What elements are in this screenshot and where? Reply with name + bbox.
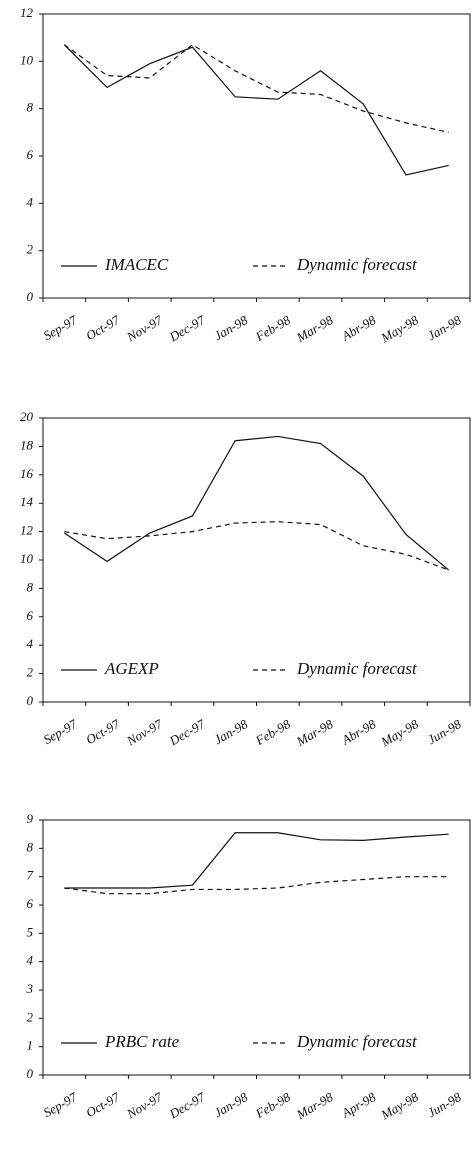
y-tick-label: 12 xyxy=(20,523,34,538)
y-tick-label: 8 xyxy=(27,100,34,115)
x-tick-label: Mar-98 xyxy=(293,312,336,345)
x-tick-label: Nov-97 xyxy=(123,716,165,749)
y-tick-label: 0 xyxy=(27,289,34,304)
y-tick-label: 6 xyxy=(27,608,34,623)
y-tick-label: 6 xyxy=(27,147,34,162)
legend-label: Dynamic forecast xyxy=(296,255,418,274)
legend-label: AGEXP xyxy=(104,659,159,678)
legend-label: IMACEC xyxy=(104,255,169,274)
x-tick-label: Jun-98 xyxy=(425,716,464,747)
x-tick-label: Jan-98 xyxy=(211,1089,250,1120)
x-tick-label: Nov-97 xyxy=(123,1089,165,1122)
x-tick-label: Sep-97 xyxy=(41,716,80,747)
x-tick-label: Feb-98 xyxy=(252,312,293,345)
x-tick-label: Feb-98 xyxy=(252,716,293,749)
y-tick-label: 6 xyxy=(27,896,34,911)
x-tick-label: Mar-98 xyxy=(293,1089,336,1122)
x-tick-label: Jan-98 xyxy=(211,716,250,747)
y-tick-label: 8 xyxy=(27,839,34,854)
x-tick-label: Sep-97 xyxy=(41,312,80,343)
y-tick-label: 2 xyxy=(27,242,34,257)
x-tick-label: Dec-97 xyxy=(166,312,208,345)
y-tick-label: 1 xyxy=(27,1038,34,1053)
x-tick-label: Abr-98 xyxy=(338,312,378,344)
x-tick-label: May-98 xyxy=(378,312,422,346)
series-line xyxy=(64,435,450,571)
y-tick-label: 7 xyxy=(27,868,34,883)
y-tick-label: 10 xyxy=(20,52,34,67)
series-line xyxy=(64,876,449,895)
y-tick-label: 10 xyxy=(20,551,34,566)
x-tick-label: May-98 xyxy=(378,1089,422,1123)
y-tick-label: 5 xyxy=(27,924,34,939)
y-tick-label: 20 xyxy=(20,409,34,424)
y-tick-label: 4 xyxy=(27,194,34,209)
series-line xyxy=(63,44,449,176)
y-tick-label: 2 xyxy=(27,1009,34,1024)
x-tick-label: Dec-97 xyxy=(166,716,208,749)
x-tick-label: Dec-97 xyxy=(166,1089,208,1122)
x-tick-label: Apr-98 xyxy=(338,1089,378,1121)
y-tick-label: 16 xyxy=(20,466,34,481)
x-tick-label: Nov-97 xyxy=(123,312,165,345)
x-tick-label: Oct-97 xyxy=(83,1089,122,1120)
y-tick-label: 18 xyxy=(20,437,34,452)
y-tick-label: 3 xyxy=(26,981,34,996)
y-tick-label: 8 xyxy=(27,579,34,594)
x-tick-label: Feb-98 xyxy=(252,1089,293,1122)
y-tick-label: 0 xyxy=(27,1066,34,1081)
x-tick-label: Jan-98 xyxy=(211,312,250,343)
y-tick-label: 14 xyxy=(20,494,34,509)
y-tick-label: 4 xyxy=(27,953,34,968)
y-tick-label: 12 xyxy=(20,5,34,20)
y-tick-label: 0 xyxy=(27,693,34,708)
legend-label: PRBC rate xyxy=(104,1032,180,1051)
y-tick-label: 2 xyxy=(27,665,34,680)
x-tick-label: May-98 xyxy=(378,716,422,750)
x-tick-label: Jun-98 xyxy=(425,1089,464,1120)
legend-label: Dynamic forecast xyxy=(296,1032,418,1051)
x-tick-label: Mar-98 xyxy=(293,716,336,749)
x-tick-label: Oct-97 xyxy=(83,716,122,747)
legend-label: Dynamic forecast xyxy=(296,659,418,678)
x-tick-label: Jan-98 xyxy=(425,312,464,343)
x-tick-label: Oct-97 xyxy=(83,312,122,343)
y-tick-label: 9 xyxy=(27,811,34,826)
x-tick-label: Sep-97 xyxy=(41,1089,80,1120)
series-line xyxy=(64,521,449,571)
series-line xyxy=(63,44,449,133)
x-tick-label: Abr-98 xyxy=(338,716,378,748)
series-line xyxy=(64,832,449,889)
y-tick-label: 4 xyxy=(27,636,34,651)
